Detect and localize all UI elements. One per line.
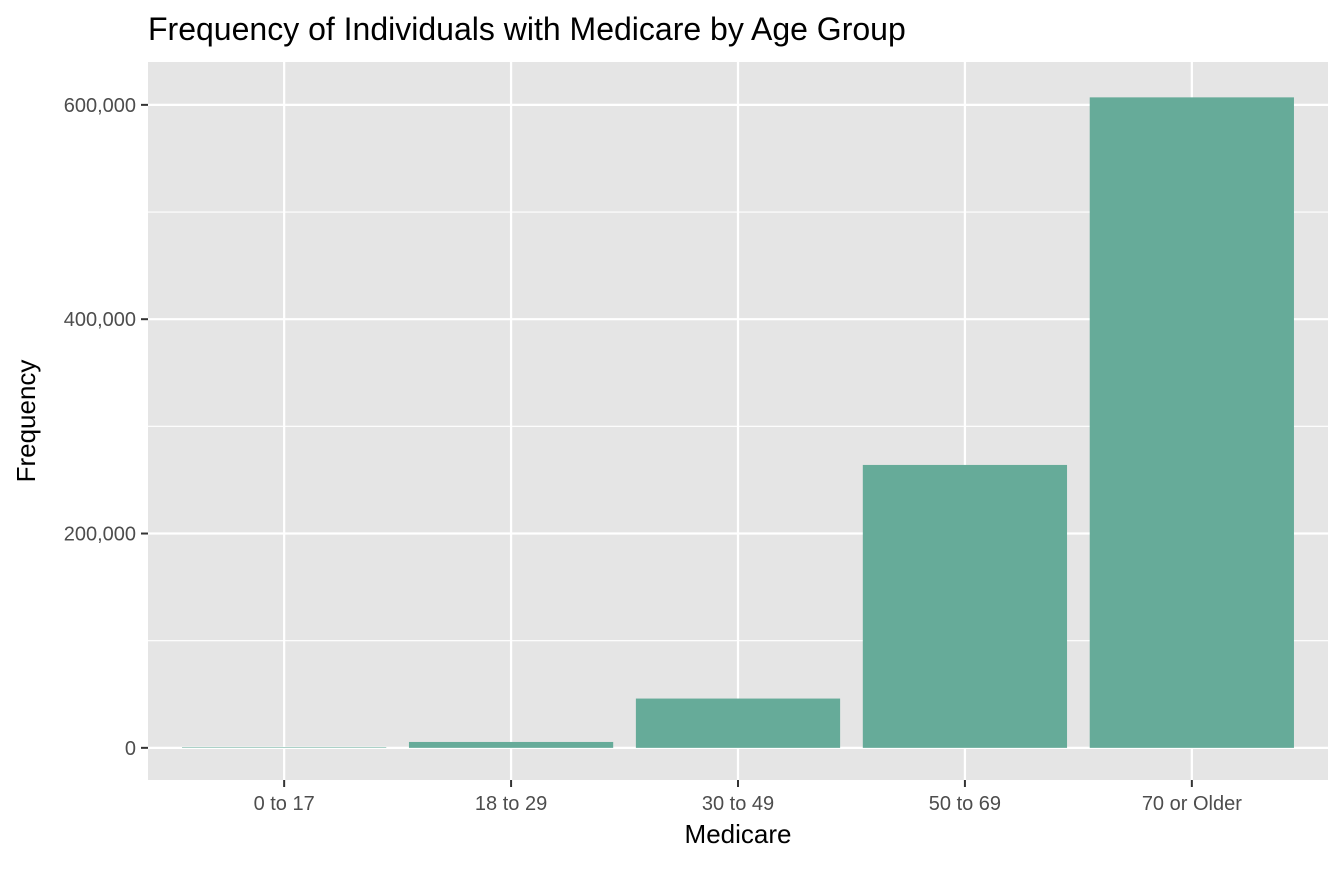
- bar: [1089, 97, 1294, 748]
- y-tick-label: 400,000: [64, 309, 136, 331]
- x-tick-label: 30 to 49: [702, 793, 774, 815]
- bars: [182, 97, 1294, 748]
- bar: [862, 464, 1068, 748]
- bar: [182, 747, 387, 748]
- bar: [635, 698, 841, 748]
- x-tick-label: 50 to 69: [929, 793, 1001, 815]
- y-tick-label: 600,000: [64, 95, 136, 117]
- bar: [408, 741, 614, 748]
- y-tick-label: 0: [125, 738, 136, 760]
- x-axis-ticks: 0 to 17 18 to 29 30 to 49 50 to 69 70 or Old…: [254, 780, 1242, 815]
- x-axis-title: Medicare: [685, 819, 792, 849]
- y-tick-label: 200,000: [64, 524, 136, 546]
- x-tick-label: 18 to 29: [475, 793, 547, 815]
- x-tick-label: 70 or Older: [1142, 793, 1242, 815]
- y-axis-ticks: 0 200,000 400,000 600,000: [64, 95, 148, 760]
- y-axis-title: Frequency: [11, 360, 41, 483]
- x-tick-label: 0 to 17: [254, 793, 315, 815]
- chart-title: Frequency of Individuals with Medicare b…: [148, 11, 906, 47]
